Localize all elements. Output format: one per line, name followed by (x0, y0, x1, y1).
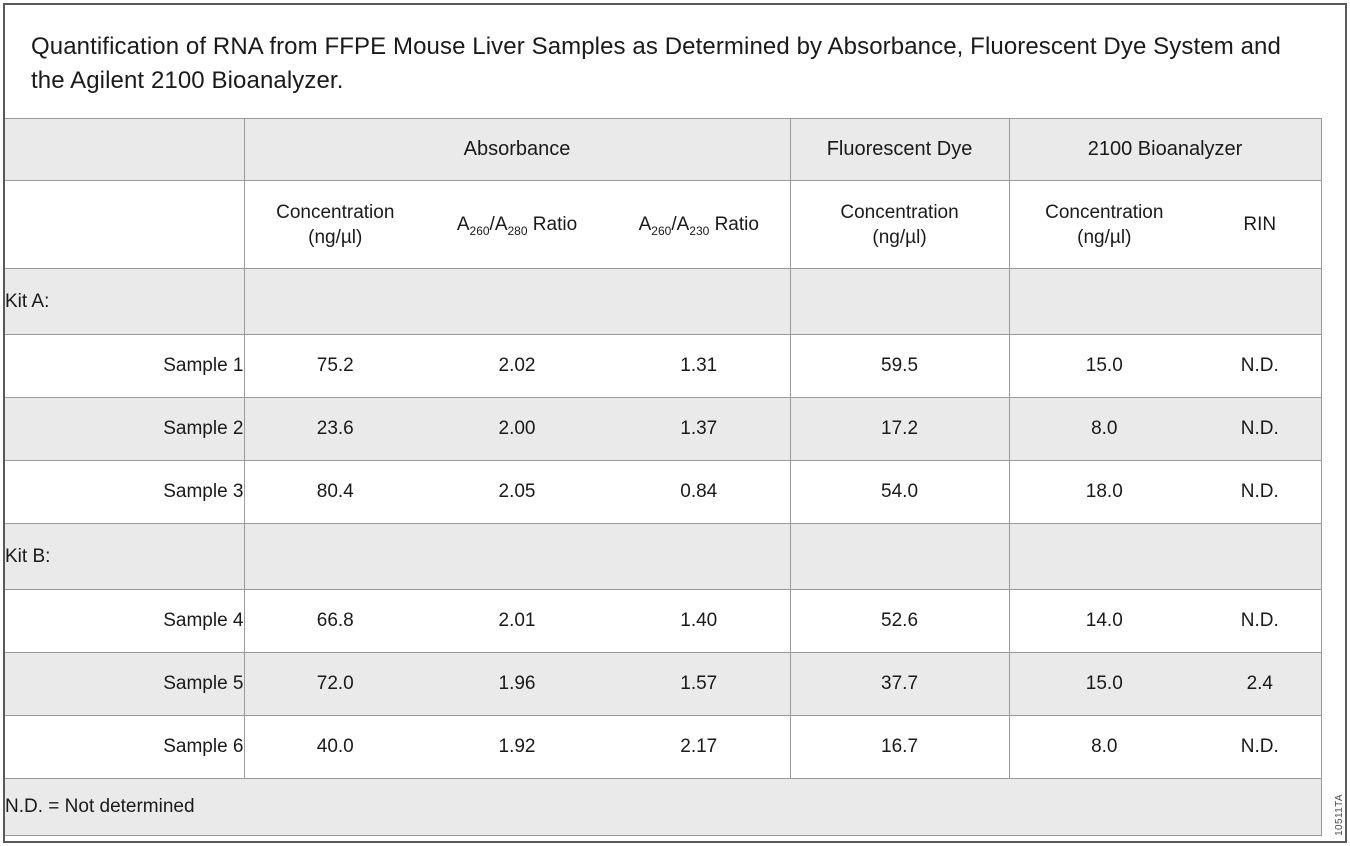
ratio-base: /A (489, 214, 508, 236)
concentration-label: Concentration (276, 201, 395, 223)
concentration-label: Concentration (840, 201, 959, 223)
cell-rin: N.D. (1199, 589, 1322, 653)
cell-bio-concentration: 15.0 (1009, 652, 1200, 716)
subheader-abs-concentration: Concentration (ng/µl) (244, 180, 426, 269)
ratio-suffix: Ratio (709, 214, 759, 236)
concentration-label: Concentration (1045, 201, 1164, 223)
cell-a260-a230: 1.31 (608, 334, 791, 398)
sample-label: Sample 3 (5, 460, 245, 524)
ratio-subscript: 230 (689, 223, 710, 238)
cell-fluor-concentration: 52.6 (790, 589, 1010, 653)
ratio-subscript: 260 (651, 223, 672, 238)
cell-a260-a230: 1.57 (608, 652, 791, 716)
cell-bio-concentration: 18.0 (1009, 460, 1200, 524)
cell-a260-a280: 2.00 (426, 397, 608, 461)
empty-cell (244, 268, 791, 335)
cell-bio-concentration: 15.0 (1009, 334, 1200, 398)
cell-a260-a230: 0.84 (608, 460, 791, 524)
cell-bio-concentration: 8.0 (1009, 397, 1200, 461)
cell-a260-a280: 2.01 (426, 589, 608, 653)
cell-abs-concentration: 75.2 (244, 334, 426, 398)
cell-fluor-concentration: 16.7 (790, 715, 1010, 779)
table-row-sample-4: Sample 4 66.8 2.01 1.40 52.6 14.0 N.D. (5, 589, 1322, 653)
cell-bio-concentration: 8.0 (1009, 715, 1200, 779)
cell-abs-concentration: 80.4 (244, 460, 426, 524)
concentration-units: (ng/µl) (1077, 226, 1132, 248)
ratio-subscript: 280 (507, 223, 528, 238)
group-header-bioanalyzer: 2100 Bioanalyzer (1009, 118, 1322, 181)
cell-abs-concentration: 66.8 (244, 589, 426, 653)
section-row-kit-a: Kit A: (5, 268, 1322, 335)
ratio-base: /A (671, 214, 690, 236)
cell-fluor-concentration: 17.2 (790, 397, 1010, 461)
empty-cell (790, 523, 1010, 590)
sample-label: Sample 4 (5, 589, 245, 653)
table-row-sample-5: Sample 5 72.0 1.96 1.57 37.7 15.0 2.4 (5, 652, 1322, 716)
cell-abs-concentration: 40.0 (244, 715, 426, 779)
footnote: N.D. = Not determined (5, 778, 1322, 837)
subheader-a260-a280-ratio: A260/A280 Ratio (426, 180, 608, 269)
cell-fluor-concentration: 37.7 (790, 652, 1010, 716)
group-header-fluorescent-dye: Fluorescent Dye (790, 118, 1010, 181)
cell-bio-concentration: 14.0 (1009, 589, 1200, 653)
cell-a260-a280: 2.05 (426, 460, 608, 524)
table-row-sample-1: Sample 1 75.2 2.02 1.31 59.5 15.0 N.D. (5, 334, 1322, 398)
empty-cell (244, 523, 791, 590)
cell-abs-concentration: 72.0 (244, 652, 426, 716)
ratio-base: A (638, 214, 652, 236)
cell-fluor-concentration: 59.5 (790, 334, 1010, 398)
footnote-row: N.D. = Not determined (5, 778, 1322, 837)
ratio-suffix: Ratio (527, 214, 578, 236)
sample-label: Sample 1 (5, 334, 245, 398)
cell-fluor-concentration: 54.0 (790, 460, 1010, 524)
empty-cell (1009, 523, 1322, 590)
empty-cell (1009, 268, 1322, 335)
table-row-sample-2: Sample 2 23.6 2.00 1.37 17.2 8.0 N.D. (5, 397, 1322, 461)
sample-label: Sample 6 (5, 715, 245, 779)
section-row-kit-b: Kit B: (5, 523, 1322, 590)
cell-rin: N.D. (1199, 334, 1322, 398)
table-title: Quantification of RNA from FFPE Mouse Li… (31, 33, 1281, 95)
subheader-a260-a230-ratio: A260/A230 Ratio (608, 180, 791, 269)
subheader-fluor-concentration: Concentration (ng/µl) (790, 180, 1010, 269)
cell-a260-a280: 1.96 (426, 652, 608, 716)
empty-subheader-cell (5, 180, 245, 269)
cell-a260-a230: 2.17 (608, 715, 791, 779)
ratio-subscript: 260 (469, 223, 490, 238)
figure-frame: Quantification of RNA from FFPE Mouse Li… (3, 3, 1347, 843)
cell-rin: N.D. (1199, 715, 1322, 779)
cell-rin: 2.4 (1199, 652, 1322, 716)
figure-code-watermark: 10511TA (1334, 794, 1345, 836)
rna-quantification-table: Absorbance Fluorescent Dye 2100 Bioanaly… (5, 118, 1322, 837)
corner-cell (5, 118, 245, 181)
cell-abs-concentration: 23.6 (244, 397, 426, 461)
cell-rin: N.D. (1199, 460, 1322, 524)
empty-cell (790, 268, 1010, 335)
ratio-base: A (456, 214, 470, 236)
sub-header-row: Concentration (ng/µl) A260/A280 Ratio A2… (5, 180, 1322, 269)
kit-b-label: Kit B: (5, 523, 245, 590)
cell-a260-a230: 1.37 (608, 397, 791, 461)
sample-label: Sample 5 (5, 652, 245, 716)
cell-a260-a280: 2.02 (426, 334, 608, 398)
concentration-units: (ng/µl) (872, 226, 927, 248)
subheader-bio-concentration: Concentration (ng/µl) (1009, 180, 1200, 269)
concentration-units: (ng/µl) (308, 226, 363, 248)
cell-a260-a230: 1.40 (608, 589, 791, 653)
group-header-absorbance: Absorbance (244, 118, 791, 181)
cell-rin: N.D. (1199, 397, 1322, 461)
table-row-sample-6: Sample 6 40.0 1.92 2.17 16.7 8.0 N.D. (5, 715, 1322, 779)
group-header-row: Absorbance Fluorescent Dye 2100 Bioanaly… (5, 118, 1322, 181)
kit-a-label: Kit A: (5, 268, 245, 335)
subheader-rin: RIN (1199, 180, 1322, 269)
sample-label: Sample 2 (5, 397, 245, 461)
table-row-sample-3: Sample 3 80.4 2.05 0.84 54.0 18.0 N.D. (5, 460, 1322, 524)
cell-a260-a280: 1.92 (426, 715, 608, 779)
